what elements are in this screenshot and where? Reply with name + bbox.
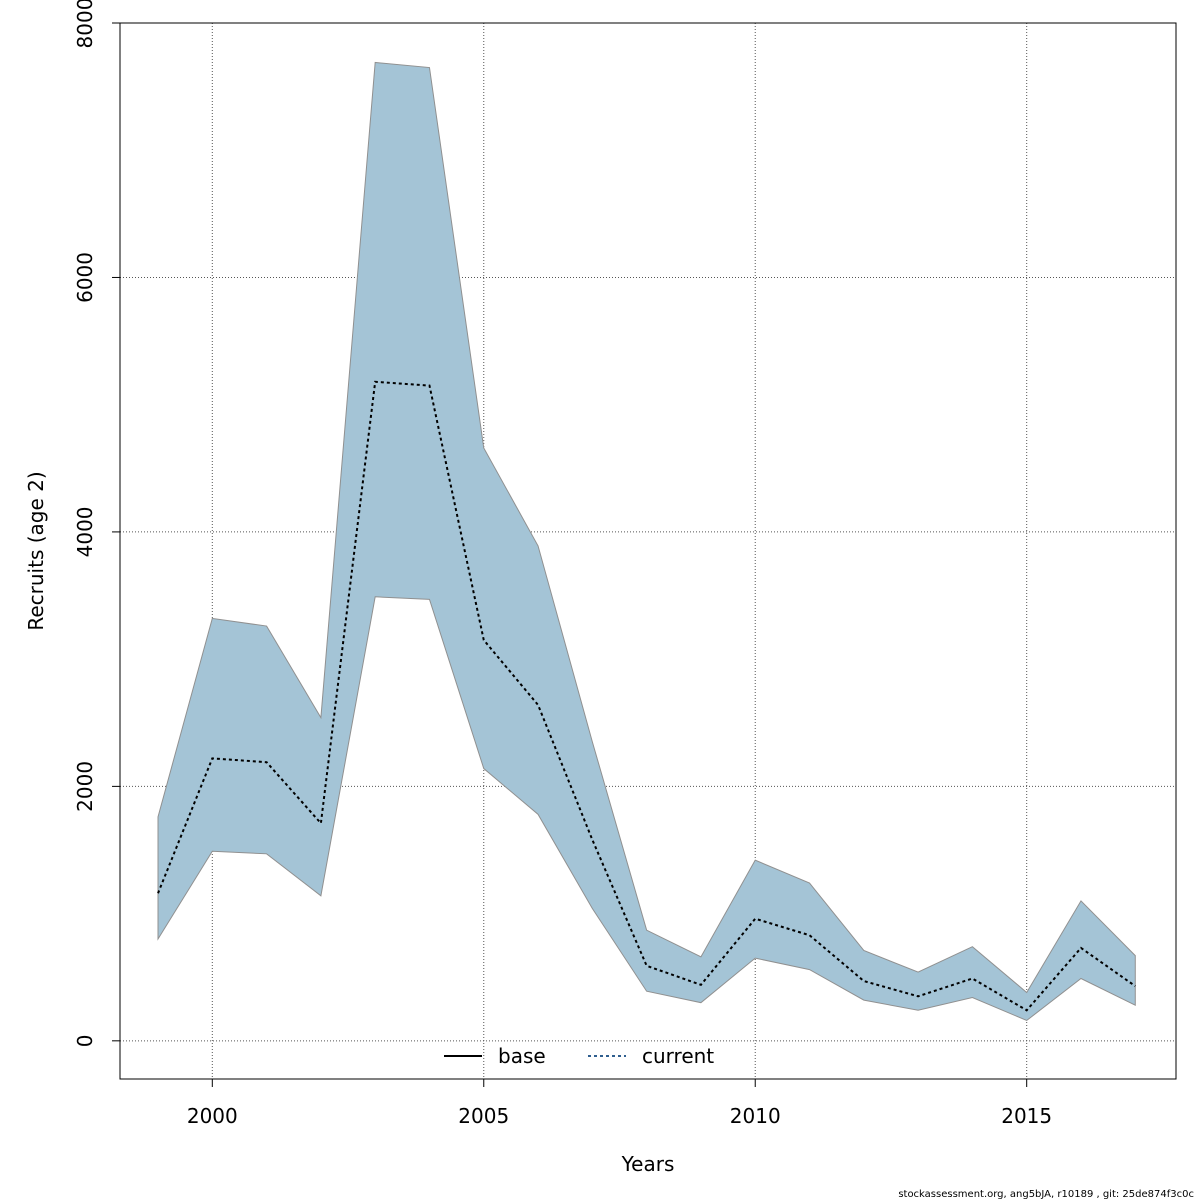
x-tick-label: 2010 bbox=[730, 1104, 781, 1128]
footer-text: stockassessment.org, ang5bJA, r10189 , g… bbox=[898, 1189, 1194, 1200]
plot-frame bbox=[119, 22, 1177, 1080]
grid-lines bbox=[120, 22, 1176, 1079]
y-axis: 0 2000 4000 6000 8000 bbox=[73, 0, 120, 1047]
y-tick-label: 4000 bbox=[73, 506, 97, 557]
x-axis: 2000 2005 2010 2015 bbox=[187, 1079, 1052, 1128]
y-tick-label: 2000 bbox=[73, 761, 97, 812]
x-tick-label: 2000 bbox=[187, 1104, 238, 1128]
y-tick-label: 6000 bbox=[73, 252, 97, 303]
x-tick-label: 2005 bbox=[458, 1104, 509, 1128]
confidence-band-layer bbox=[157, 61, 1136, 1022]
legend-label-current: current bbox=[642, 1044, 714, 1068]
x-axis-label: Years bbox=[621, 1152, 675, 1176]
y-tick-label: 8000 bbox=[73, 0, 97, 48]
confidence-band bbox=[157, 61, 1136, 1022]
y-tick-label: 0 bbox=[73, 1034, 97, 1047]
legend: base current bbox=[444, 1044, 714, 1068]
x-tick-label: 2015 bbox=[1001, 1104, 1052, 1128]
y-axis-label: Recruits (age 2) bbox=[24, 471, 48, 630]
legend-label-base: base bbox=[498, 1044, 546, 1068]
